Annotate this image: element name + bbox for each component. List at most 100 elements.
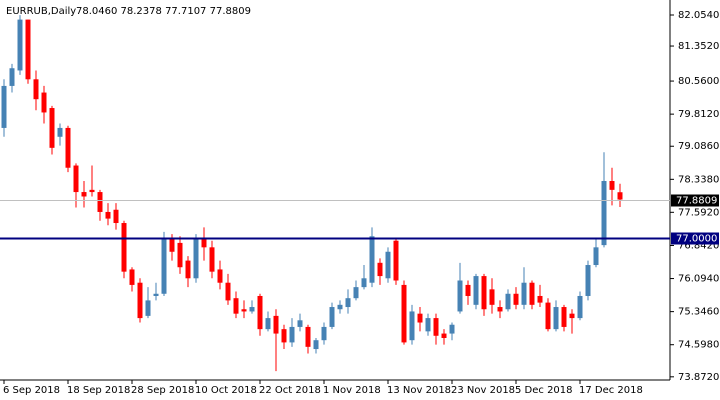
y-tick-label: 75.3460 [678, 307, 719, 318]
price-label: 77.0000 [676, 234, 717, 245]
y-tick-label: 76.0940 [678, 274, 719, 285]
y-tick-label: 80.5600 [678, 76, 719, 87]
candle-body [593, 247, 599, 266]
candle-body [465, 284, 471, 296]
candle-body [113, 209, 119, 224]
candle-body [193, 238, 199, 279]
candle-body [73, 165, 79, 193]
candle-body [569, 313, 575, 319]
candle-body [441, 333, 447, 338]
candle-body [305, 326, 311, 347]
symbol-label: EURRUB,Daily [6, 6, 76, 17]
candle-body [577, 295, 583, 319]
x-tick-label: 5 Dec 2018 [515, 385, 573, 396]
candle-body [201, 238, 207, 248]
candle-body [209, 247, 215, 272]
candle-body [145, 300, 151, 316]
candle-body [153, 293, 159, 296]
candle-body [617, 192, 623, 200]
candle-body [417, 313, 423, 323]
candle-body [177, 242, 183, 268]
candle-body [609, 181, 615, 190]
candle-body [505, 293, 511, 310]
candle-body [385, 251, 391, 279]
y-tick-label: 79.0860 [678, 141, 719, 152]
y-tick-label: 76.8420 [678, 240, 719, 251]
y-tick-label: 77.5920 [678, 207, 719, 218]
candle-body [409, 311, 415, 341]
x-tick-label: 6 Sep 2018 [3, 385, 60, 396]
candle-body [257, 295, 263, 330]
ohlc-label: 78.0460 78.2378 77.7107 77.8809 [76, 6, 251, 17]
candle-body [57, 127, 63, 137]
candle-body [225, 282, 231, 301]
candle-body [481, 276, 487, 310]
candle-body [537, 295, 543, 303]
candle-body [321, 326, 327, 341]
candle-body [361, 278, 367, 288]
candle-body [105, 211, 111, 219]
candle-body [161, 238, 167, 294]
candle-body [41, 92, 47, 113]
candle-body [289, 326, 295, 343]
candle-body [345, 298, 351, 308]
candle-body [489, 289, 495, 305]
candle-body [601, 181, 607, 246]
candle-body [457, 280, 463, 312]
price-label-box [671, 194, 719, 207]
candle-body [553, 307, 559, 330]
candle-body [401, 284, 407, 343]
candle-body [233, 298, 239, 314]
candle-body [313, 340, 319, 350]
candle-body [65, 127, 71, 168]
x-tick-label: 17 Dec 2018 [579, 385, 643, 396]
y-tick-label: 82.0540 [678, 10, 719, 21]
candle-body [273, 315, 279, 334]
candle-body [241, 309, 247, 312]
candle-body [329, 307, 335, 327]
candle-body [545, 302, 551, 330]
candle-body [377, 262, 383, 277]
candle-body [337, 304, 343, 310]
candle-body [497, 307, 503, 312]
price-label: 77.8809 [676, 196, 717, 207]
candle-body [137, 282, 143, 319]
candle-body [513, 293, 519, 305]
candle-body [297, 320, 303, 327]
candle-body [89, 189, 95, 193]
candle-body [129, 269, 135, 285]
candle-body [185, 260, 191, 279]
candle-body [33, 79, 39, 100]
x-tick-label: 23 Nov 2018 [451, 385, 515, 396]
candle-body [169, 238, 175, 252]
price-label-box [671, 232, 719, 245]
candle-body [97, 192, 103, 212]
candle-body [17, 19, 23, 71]
y-tick-label: 74.5980 [678, 340, 719, 351]
candle-body [281, 329, 287, 343]
candle-body [425, 318, 431, 332]
y-tick-label: 78.3380 [678, 174, 719, 185]
x-tick-label: 28 Sep 2018 [131, 385, 194, 396]
candle-body [449, 324, 455, 334]
candle-body [521, 282, 527, 305]
y-tick-label: 73.8720 [678, 372, 719, 383]
candle-body [473, 276, 479, 305]
candle-body [9, 68, 15, 86]
x-tick-label: 18 Sep 2018 [67, 385, 130, 396]
candle-body [433, 318, 439, 336]
candle-body [369, 236, 375, 283]
x-tick-label: 22 Oct 2018 [259, 385, 321, 396]
candle-body [121, 223, 127, 272]
candle-body [561, 307, 567, 327]
candle-body [249, 307, 255, 312]
candle-body [217, 269, 223, 283]
y-tick-label: 79.8120 [678, 109, 719, 120]
candle-body [353, 287, 359, 299]
x-tick-label: 1 Nov 2018 [323, 385, 381, 396]
candle-body [393, 240, 399, 281]
candle-body [529, 282, 535, 305]
candle-body [25, 19, 31, 80]
x-tick-label: 10 Oct 2018 [195, 385, 257, 396]
candle-body [81, 192, 87, 197]
